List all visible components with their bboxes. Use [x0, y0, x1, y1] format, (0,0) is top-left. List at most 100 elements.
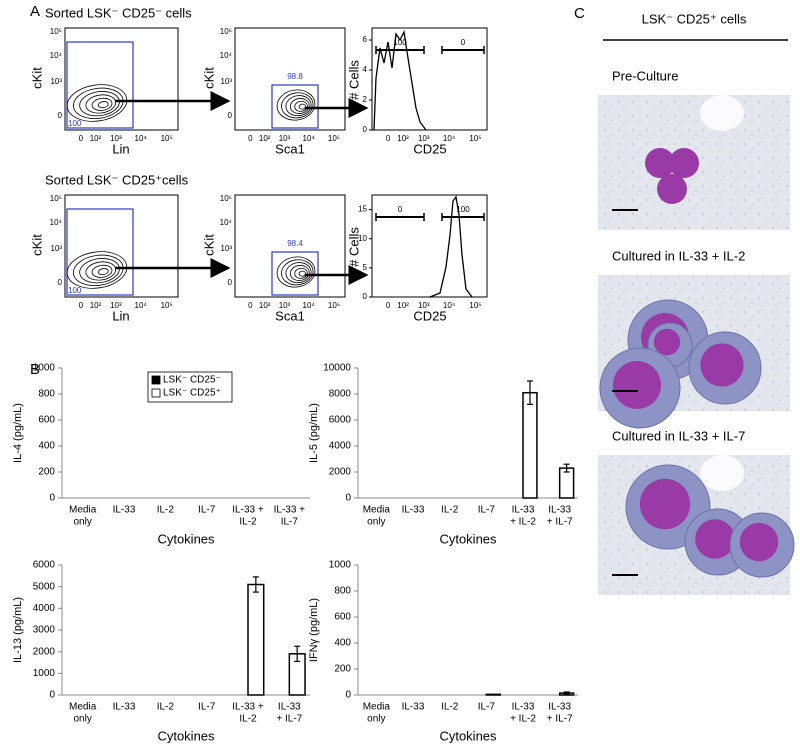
contour — [79, 258, 120, 284]
glare — [700, 95, 744, 131]
legend-swatch — [151, 388, 161, 398]
gate-value: 0 — [461, 38, 466, 47]
plot-frame — [234, 194, 346, 298]
contour — [97, 101, 109, 109]
contour — [294, 267, 308, 279]
x-tick-label: IL-33 — [402, 505, 425, 516]
x-tick-label: 10⁴ — [443, 301, 456, 310]
y-tick-label: 4000 — [329, 441, 352, 452]
x-tick-label: + IL-2 — [510, 517, 536, 528]
axis-label: cKit — [201, 67, 216, 89]
axis-label: # Cells — [346, 60, 361, 100]
x-tick-label: only — [367, 517, 385, 528]
axis-label: CD25 — [413, 308, 446, 323]
axis-label: Sca1 — [275, 308, 305, 323]
y-tick-label: 1000 — [329, 560, 352, 571]
contour — [285, 95, 312, 117]
contour — [298, 270, 306, 277]
y-tick-label: 1000 — [33, 363, 56, 374]
y-tick-label: 0 — [58, 278, 63, 287]
y-tick-label: 800 — [334, 586, 351, 597]
nucleus — [695, 519, 735, 559]
x-tick-label: Media — [363, 505, 391, 516]
contour — [91, 97, 113, 111]
y-axis-label: IFNγ (pg/mL) — [308, 598, 320, 662]
gate-value: 100 — [68, 119, 82, 128]
x-tick-label: Media — [363, 702, 391, 713]
contour — [66, 251, 128, 289]
axis-label: cKit — [201, 234, 216, 256]
x-tick-label: 10² — [397, 134, 409, 143]
x-tick-label: 10⁵ — [469, 134, 481, 143]
image-caption: Cultured in IL-33 + IL-7 — [612, 428, 745, 443]
contour — [294, 100, 308, 112]
x-tick-label: only — [73, 714, 91, 725]
x-tick-label: 10² — [259, 301, 271, 310]
bar — [247, 583, 265, 696]
y-tick-label: 8000 — [329, 389, 352, 400]
gate-value: 100 — [68, 286, 82, 295]
contour — [281, 92, 314, 119]
x-tick-label: 10² — [259, 134, 271, 143]
x-tick-label: IL-2 — [157, 505, 175, 516]
x-tick-label: IL-33 — [548, 505, 571, 516]
y-tick-label: 200 — [334, 664, 351, 675]
image-caption: Pre-Culture — [612, 68, 678, 83]
x-tick-label: IL-7 — [198, 702, 216, 713]
x-axis-label: Cytokines — [157, 728, 215, 743]
y-tick-label: 600 — [334, 612, 351, 623]
x-tick-label: 10⁵ — [161, 301, 173, 310]
nucleus — [669, 148, 699, 178]
y-tick-label: 5 — [363, 263, 368, 272]
y-tick-label: 10³ — [50, 77, 62, 86]
x-tick-label: IL-2 — [157, 702, 175, 713]
x-tick-label: 10³ — [279, 134, 291, 143]
y-tick-label: 6 — [363, 35, 368, 44]
y-tick-label: 600 — [38, 415, 55, 426]
x-tick-label: IL-33 + — [274, 505, 306, 516]
x-axis-label: Cytokines — [157, 531, 215, 546]
y-tick-label: 10⁴ — [220, 51, 233, 60]
x-tick-label: Media — [69, 702, 97, 713]
x-tick-label: 10³ — [110, 301, 122, 310]
legend-label: LSK⁻ CD25⁺ — [163, 388, 221, 399]
x-tick-label: 10⁴ — [303, 301, 316, 310]
bar — [522, 391, 538, 499]
nucleus — [657, 174, 687, 204]
y-tick-label: 200 — [38, 467, 55, 478]
y-tick-label: 2000 — [329, 467, 352, 478]
x-axis-label: Cytokines — [439, 531, 497, 546]
axis-label: # Cells — [346, 227, 361, 267]
x-tick-label: IL-7 — [281, 517, 299, 528]
contour — [289, 265, 310, 281]
y-tick-label: 10³ — [220, 77, 232, 86]
x-tick-label: IL-33 — [512, 505, 535, 516]
x-tick-label: IL-2 — [239, 714, 257, 725]
x-tick-label: 10⁵ — [161, 134, 173, 143]
contour — [79, 91, 120, 117]
x-tick-label: 10⁴ — [135, 301, 148, 310]
y-tick-label: 10⁵ — [50, 27, 62, 36]
bar — [485, 693, 502, 696]
x-tick-label: + IL-7 — [276, 714, 302, 725]
panel-label: C — [574, 5, 585, 22]
x-tick-label: IL-7 — [478, 702, 496, 713]
x-tick-label: 10³ — [418, 301, 430, 310]
x-tick-label: 0 — [248, 134, 253, 143]
contour — [276, 89, 316, 121]
y-tick-label: 0 — [49, 493, 55, 504]
y-axis-label: IL-5 (pg/mL) — [308, 403, 320, 463]
panel-label: A — [30, 3, 40, 20]
x-tick-label: 10³ — [279, 301, 291, 310]
x-tick-label: 10⁵ — [469, 301, 481, 310]
x-tick-label: 10² — [90, 301, 102, 310]
plot-frame — [234, 27, 346, 131]
nucleus — [613, 361, 661, 409]
nucleus — [653, 328, 681, 356]
axis-label: Lin — [112, 141, 129, 156]
x-tick-label: IL-33 — [278, 702, 301, 713]
legend-frame — [147, 371, 233, 403]
x-tick-label: IL-7 — [198, 505, 216, 516]
